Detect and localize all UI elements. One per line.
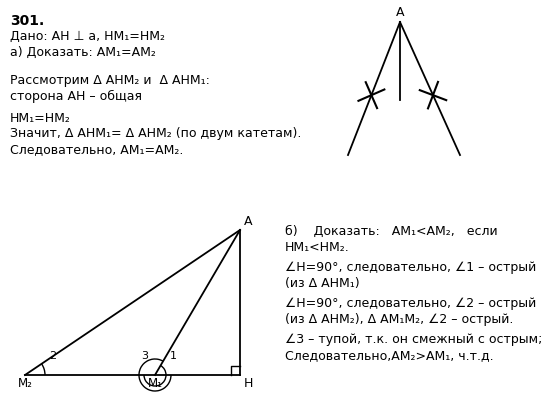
Text: Дано: AH ⊥ a, HM₁=HM₂: Дано: AH ⊥ a, HM₁=HM₂: [10, 30, 165, 43]
Text: ∠3 – тупой, т.к. он смежный с острым;: ∠3 – тупой, т.к. он смежный с острым;: [285, 333, 542, 346]
Text: ∠H=90°, следовательно, ∠2 – острый: ∠H=90°, следовательно, ∠2 – острый: [285, 297, 536, 310]
Text: б)    Доказать:   AM₁<AM₂,   если: б) Доказать: AM₁<AM₂, если: [285, 225, 498, 238]
Text: 3: 3: [141, 351, 149, 361]
Text: 2: 2: [49, 351, 56, 361]
Text: M₁: M₁: [148, 377, 163, 390]
Text: 1: 1: [169, 351, 177, 361]
Text: HM₁=HM₂: HM₁=HM₂: [10, 112, 71, 125]
Text: Следовательно, AM₁=AM₂.: Следовательно, AM₁=AM₂.: [10, 143, 183, 156]
Text: A: A: [396, 6, 404, 19]
Text: H: H: [244, 377, 253, 390]
Text: Следовательно,AM₂>AM₁, ч.т.д.: Следовательно,AM₂>AM₁, ч.т.д.: [285, 349, 494, 362]
Text: HM₁<HM₂.: HM₁<HM₂.: [285, 241, 350, 254]
Text: (из Δ AHM₁): (из Δ AHM₁): [285, 277, 359, 290]
Text: A: A: [244, 215, 253, 228]
Text: Рассмотрим Δ AHM₂ и  Δ AHM₁:: Рассмотрим Δ AHM₂ и Δ AHM₁:: [10, 74, 210, 87]
Text: a) Доказать: AM₁=AM₂: a) Доказать: AM₁=AM₂: [10, 46, 156, 59]
Text: ∠H=90°, следовательно, ∠1 – острый: ∠H=90°, следовательно, ∠1 – острый: [285, 261, 536, 274]
Text: сторона AH – общая: сторона AH – общая: [10, 90, 142, 103]
Text: 301.: 301.: [10, 14, 44, 28]
Text: M₂: M₂: [17, 377, 32, 390]
Text: (из Δ AHM₂), Δ AM₁M₂, ∠2 – острый.: (из Δ AHM₂), Δ AM₁M₂, ∠2 – острый.: [285, 313, 513, 326]
Text: Значит, Δ AHM₁= Δ AHM₂ (по двум катетам).: Значит, Δ AHM₁= Δ AHM₂ (по двум катетам)…: [10, 127, 301, 140]
